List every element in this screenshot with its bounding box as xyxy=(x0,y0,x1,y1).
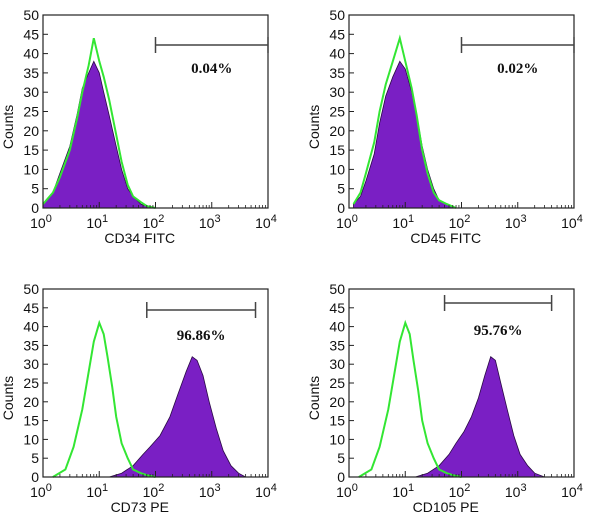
x-tick-label: 104 xyxy=(561,213,583,231)
y-tick-label: 5 xyxy=(337,181,345,197)
y-tick-label: 10 xyxy=(23,161,39,177)
gate-percentage-label: 96.86% xyxy=(177,328,226,344)
x-axis-label: CD34 FITC xyxy=(104,230,175,246)
y-tick-label: 35 xyxy=(329,65,345,81)
y-tick-label: 45 xyxy=(329,26,345,42)
gate-percentage-label: 0.04% xyxy=(191,61,232,77)
y-tick-label: 25 xyxy=(23,104,39,120)
x-tick-label: 104 xyxy=(561,482,583,500)
y-tick-label: 20 xyxy=(329,394,345,410)
y-tick-label: 50 xyxy=(329,281,345,297)
control-histogram-line xyxy=(42,37,156,209)
histogram-panel-2: 0 5 10 15 20 25 30 35 40 45 50 100 101 102 103 104 CD45 … xyxy=(306,7,583,246)
y-tick-label: 45 xyxy=(329,300,345,316)
control-histogram-line xyxy=(52,319,156,478)
histogram-panel-1: 0 5 10 15 20 25 30 35 40 45 50 100 101 102 103 104 CD34 … xyxy=(0,7,277,246)
x-tick-label: 104 xyxy=(255,482,277,500)
y-tick-label: 45 xyxy=(23,26,39,42)
x-tick-label: 103 xyxy=(505,213,527,231)
x-tick-label: 100 xyxy=(336,213,358,231)
x-axis-label: CD45 FITC xyxy=(410,230,481,246)
x-axis-label: CD105 PE xyxy=(413,499,479,515)
y-tick-label: 30 xyxy=(329,84,345,100)
x-tick-label: 103 xyxy=(199,482,221,500)
y-tick-label: 25 xyxy=(329,375,345,391)
y-tick-label: 20 xyxy=(23,394,39,410)
y-tick-label: 15 xyxy=(329,413,345,429)
y-tick-label: 0 xyxy=(31,469,39,485)
y-tick-label: 35 xyxy=(329,337,345,353)
y-axis-label: Counts xyxy=(306,105,322,149)
x-axis-label: CD73 PE xyxy=(111,499,169,515)
y-tick-label: 5 xyxy=(31,181,39,197)
y-tick-label: 50 xyxy=(23,7,39,23)
y-tick-label: 35 xyxy=(23,65,39,81)
x-tick-label: 100 xyxy=(336,482,358,500)
y-tick-label: 40 xyxy=(23,319,39,335)
y-tick-label: 50 xyxy=(329,7,345,23)
y-axis-label: Counts xyxy=(0,105,16,149)
y-tick-label: 40 xyxy=(329,319,345,335)
y-tick-label: 10 xyxy=(329,431,345,447)
y-tick-label: 20 xyxy=(329,123,345,139)
x-tick-label: 103 xyxy=(199,213,221,231)
histogram-panel-4: 0 5 10 15 20 25 30 35 40 45 50 100 101 102 103 104 CD105… xyxy=(306,281,583,515)
y-tick-label: 0 xyxy=(337,469,345,485)
y-axis-label: Counts xyxy=(0,376,16,420)
y-tick-label: 10 xyxy=(329,161,345,177)
y-tick-label: 0 xyxy=(31,200,39,216)
control-histogram-line xyxy=(352,34,457,209)
y-tick-label: 40 xyxy=(23,46,39,62)
y-tick-label: 20 xyxy=(23,123,39,139)
histogram-panel-3: 0 5 10 15 20 25 30 35 40 45 50 100 101 102 103 104 CD73 … xyxy=(0,281,277,515)
y-tick-label: 50 xyxy=(23,281,39,297)
x-tick-label: 103 xyxy=(505,482,527,500)
y-tick-label: 15 xyxy=(23,413,39,429)
gate-percentage-label: 95.76% xyxy=(474,323,523,339)
x-tick-label: 102 xyxy=(143,213,165,231)
x-tick-label: 102 xyxy=(449,213,471,231)
y-tick-label: 35 xyxy=(23,337,39,353)
x-tick-label: 104 xyxy=(255,213,277,231)
x-tick-label: 101 xyxy=(392,482,414,500)
y-tick-label: 25 xyxy=(23,375,39,391)
x-tick-label: 101 xyxy=(86,213,108,231)
y-tick-label: 30 xyxy=(23,356,39,372)
y-tick-label: 15 xyxy=(329,142,345,158)
y-tick-label: 30 xyxy=(23,84,39,100)
y-axis-label: Counts xyxy=(306,376,322,420)
x-tick-label: 102 xyxy=(449,482,471,500)
filled-histogram xyxy=(415,356,545,478)
y-tick-label: 45 xyxy=(23,300,39,316)
x-tick-label: 101 xyxy=(86,482,108,500)
y-tick-label: 25 xyxy=(329,104,345,120)
filled-histogram xyxy=(353,60,457,209)
y-tick-label: 10 xyxy=(23,431,39,447)
y-tick-label: 40 xyxy=(329,46,345,62)
control-histogram-line xyxy=(358,319,462,478)
y-tick-label: 15 xyxy=(23,142,39,158)
x-tick-label: 100 xyxy=(30,213,52,231)
y-tick-label: 5 xyxy=(337,450,345,466)
y-tick-label: 30 xyxy=(329,356,345,372)
x-tick-label: 101 xyxy=(392,213,414,231)
y-tick-label: 5 xyxy=(31,450,39,466)
x-tick-label: 100 xyxy=(30,482,52,500)
y-tick-label: 0 xyxy=(337,200,345,216)
filled-histogram xyxy=(109,356,246,478)
x-tick-label: 102 xyxy=(143,482,165,500)
filled-histogram xyxy=(42,60,156,209)
gate-percentage-label: 0.02% xyxy=(497,61,538,77)
